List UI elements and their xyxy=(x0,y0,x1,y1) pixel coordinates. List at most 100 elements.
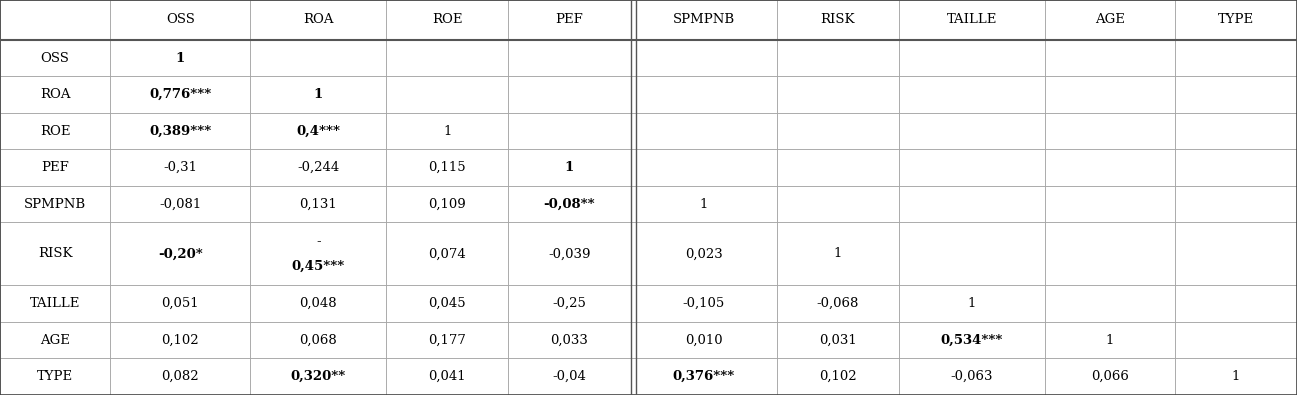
Bar xyxy=(1175,0,1297,40)
Bar xyxy=(1175,40,1297,76)
Bar xyxy=(110,149,250,186)
Bar xyxy=(899,286,1045,322)
Bar xyxy=(508,186,630,222)
Bar xyxy=(110,286,250,322)
Bar xyxy=(0,359,110,395)
Bar xyxy=(1045,322,1175,359)
Bar xyxy=(1045,186,1175,222)
Bar xyxy=(0,186,110,222)
Bar xyxy=(250,149,387,186)
Text: 0,4***: 0,4*** xyxy=(296,124,340,137)
Bar xyxy=(630,186,777,222)
Text: TAILLE: TAILLE xyxy=(30,297,80,310)
Bar xyxy=(0,322,110,359)
Text: 0,177: 0,177 xyxy=(428,334,466,347)
Bar xyxy=(110,186,250,222)
Bar xyxy=(1175,149,1297,186)
Text: 0,010: 0,010 xyxy=(685,334,722,347)
Bar xyxy=(387,286,508,322)
Bar xyxy=(777,186,899,222)
Text: -0,08**: -0,08** xyxy=(543,198,595,211)
Text: -0,039: -0,039 xyxy=(549,247,590,260)
Text: 0,068: 0,068 xyxy=(300,334,337,347)
Bar xyxy=(1175,322,1297,359)
Bar xyxy=(250,222,387,286)
Bar xyxy=(250,40,387,76)
Text: 0,051: 0,051 xyxy=(162,297,200,310)
Text: TAILLE: TAILLE xyxy=(947,13,997,26)
Text: 0,082: 0,082 xyxy=(162,370,200,383)
Bar xyxy=(110,222,250,286)
Bar xyxy=(630,286,777,322)
Text: -0,04: -0,04 xyxy=(553,370,586,383)
Bar xyxy=(630,322,777,359)
Text: 0,115: 0,115 xyxy=(428,161,466,174)
Bar xyxy=(508,149,630,186)
Text: RISK: RISK xyxy=(821,13,855,26)
Text: 0,045: 0,045 xyxy=(428,297,466,310)
Bar xyxy=(777,322,899,359)
Text: 0,320**: 0,320** xyxy=(291,370,346,383)
Text: 0,776***: 0,776*** xyxy=(149,88,211,101)
Bar xyxy=(777,40,899,76)
Text: -0,063: -0,063 xyxy=(951,370,994,383)
Bar xyxy=(110,359,250,395)
Bar xyxy=(250,76,387,113)
Bar xyxy=(387,0,508,40)
Bar xyxy=(387,76,508,113)
Bar xyxy=(1045,359,1175,395)
Bar xyxy=(899,76,1045,113)
Bar xyxy=(508,359,630,395)
Bar xyxy=(630,40,777,76)
Text: 0,102: 0,102 xyxy=(162,334,200,347)
Text: 1: 1 xyxy=(968,297,977,310)
Text: SPMPNB: SPMPNB xyxy=(25,198,86,211)
Bar xyxy=(0,76,110,113)
Bar xyxy=(508,113,630,149)
Bar xyxy=(110,322,250,359)
Bar xyxy=(0,286,110,322)
Bar xyxy=(387,113,508,149)
Bar xyxy=(630,222,777,286)
Bar xyxy=(899,40,1045,76)
Text: -0,244: -0,244 xyxy=(297,161,340,174)
Bar xyxy=(899,113,1045,149)
Bar xyxy=(1045,76,1175,113)
Bar xyxy=(1045,0,1175,40)
Text: 0,534***: 0,534*** xyxy=(940,334,1003,347)
Text: 0,033: 0,033 xyxy=(550,334,589,347)
Bar xyxy=(1175,222,1297,286)
Bar xyxy=(1045,149,1175,186)
Bar xyxy=(250,0,387,40)
Text: 0,102: 0,102 xyxy=(818,370,856,383)
Bar xyxy=(1045,286,1175,322)
Bar xyxy=(0,149,110,186)
Bar xyxy=(1045,113,1175,149)
Text: 0,048: 0,048 xyxy=(300,297,337,310)
Text: 0,066: 0,066 xyxy=(1091,370,1128,383)
Bar xyxy=(899,186,1045,222)
Bar xyxy=(1175,76,1297,113)
Text: 1: 1 xyxy=(1106,334,1114,347)
Text: 1: 1 xyxy=(314,88,323,101)
Bar xyxy=(508,222,630,286)
Text: ROA: ROA xyxy=(303,13,333,26)
Text: 0,041: 0,041 xyxy=(428,370,466,383)
Text: TYPE: TYPE xyxy=(38,370,73,383)
Text: -0,31: -0,31 xyxy=(163,161,197,174)
Bar xyxy=(777,113,899,149)
Bar xyxy=(1175,113,1297,149)
Text: -: - xyxy=(316,235,320,248)
Text: ROA: ROA xyxy=(40,88,70,101)
Text: 0,109: 0,109 xyxy=(428,198,466,211)
Text: 1: 1 xyxy=(699,198,708,211)
Text: 0,389***: 0,389*** xyxy=(149,124,211,137)
Text: -0,068: -0,068 xyxy=(817,297,859,310)
Bar xyxy=(630,149,777,186)
Text: 1: 1 xyxy=(444,124,451,137)
Bar xyxy=(110,40,250,76)
Text: 0,131: 0,131 xyxy=(300,198,337,211)
Bar xyxy=(250,322,387,359)
Bar xyxy=(1175,286,1297,322)
Bar xyxy=(1175,359,1297,395)
